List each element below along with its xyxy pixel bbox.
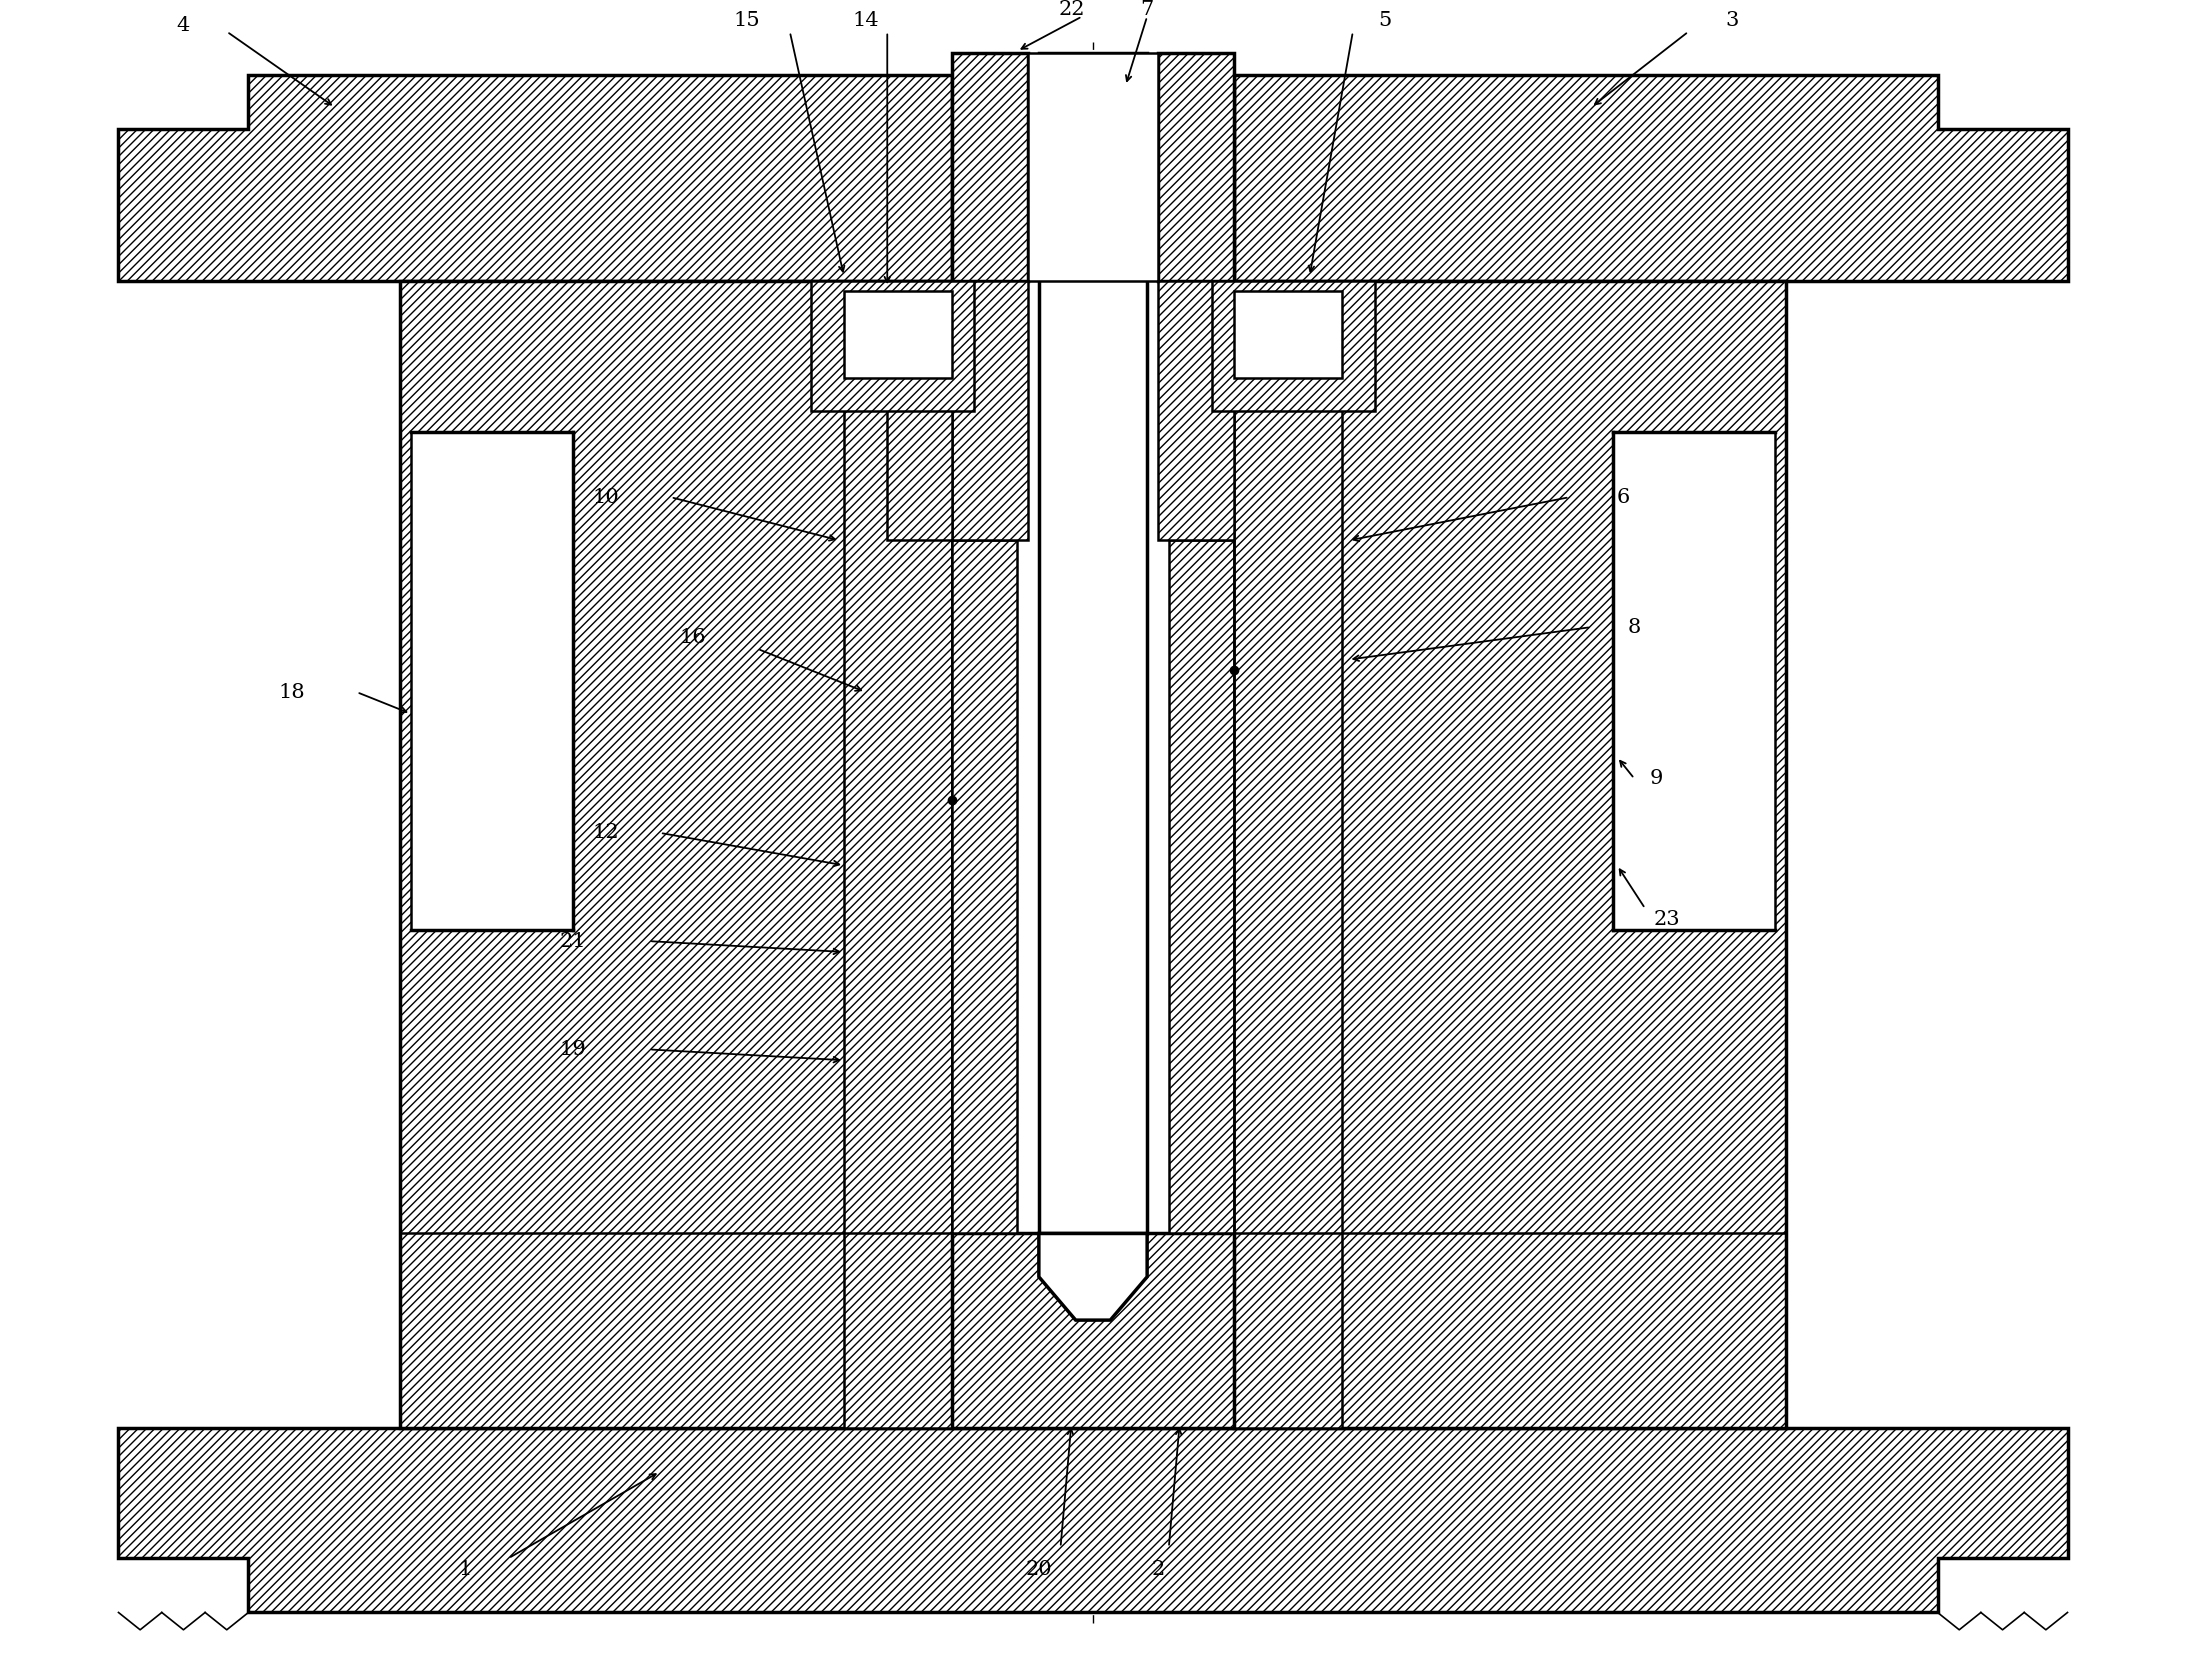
Text: 9: 9 — [1650, 769, 1664, 789]
Text: 20: 20 — [1025, 1560, 1051, 1578]
Bar — [1038, 53, 1148, 1234]
Text: 2: 2 — [1152, 1560, 1165, 1578]
Bar — [953, 280, 1027, 540]
Text: 21: 21 — [560, 932, 586, 951]
Bar — [811, 280, 975, 410]
Bar — [1027, 53, 1159, 280]
Bar — [888, 280, 953, 540]
Bar — [1233, 292, 1342, 379]
Text: 4: 4 — [177, 15, 190, 35]
Bar — [1211, 280, 1375, 410]
Bar — [1170, 540, 1233, 1234]
Bar — [953, 540, 1016, 1234]
Text: 7: 7 — [1141, 0, 1154, 20]
Text: 19: 19 — [560, 1039, 586, 1059]
Bar — [400, 280, 953, 1428]
Bar — [1613, 432, 1775, 931]
Polygon shape — [118, 1428, 2068, 1613]
Bar — [1233, 280, 1786, 1428]
Polygon shape — [118, 75, 953, 280]
Text: 10: 10 — [592, 487, 619, 507]
Text: 1: 1 — [459, 1560, 472, 1578]
Bar — [953, 53, 1027, 280]
Bar — [844, 292, 953, 379]
Polygon shape — [1233, 75, 2068, 280]
Text: 5: 5 — [1379, 12, 1392, 30]
Text: 6: 6 — [1618, 487, 1631, 507]
Bar — [1233, 280, 1342, 1428]
Text: 18: 18 — [278, 682, 306, 702]
Text: 22: 22 — [1058, 0, 1084, 20]
Text: 3: 3 — [1725, 12, 1738, 30]
Bar — [953, 1234, 1233, 1428]
Bar — [1159, 280, 1233, 540]
Bar — [1159, 53, 1233, 280]
Bar — [411, 432, 573, 931]
Text: 15: 15 — [732, 12, 761, 30]
Text: 16: 16 — [680, 629, 706, 647]
Text: 12: 12 — [592, 824, 619, 842]
Bar — [844, 280, 953, 1428]
Text: 14: 14 — [853, 12, 879, 30]
Text: 23: 23 — [1653, 911, 1681, 929]
Text: 8: 8 — [1629, 617, 1642, 637]
Polygon shape — [1038, 1234, 1148, 1319]
